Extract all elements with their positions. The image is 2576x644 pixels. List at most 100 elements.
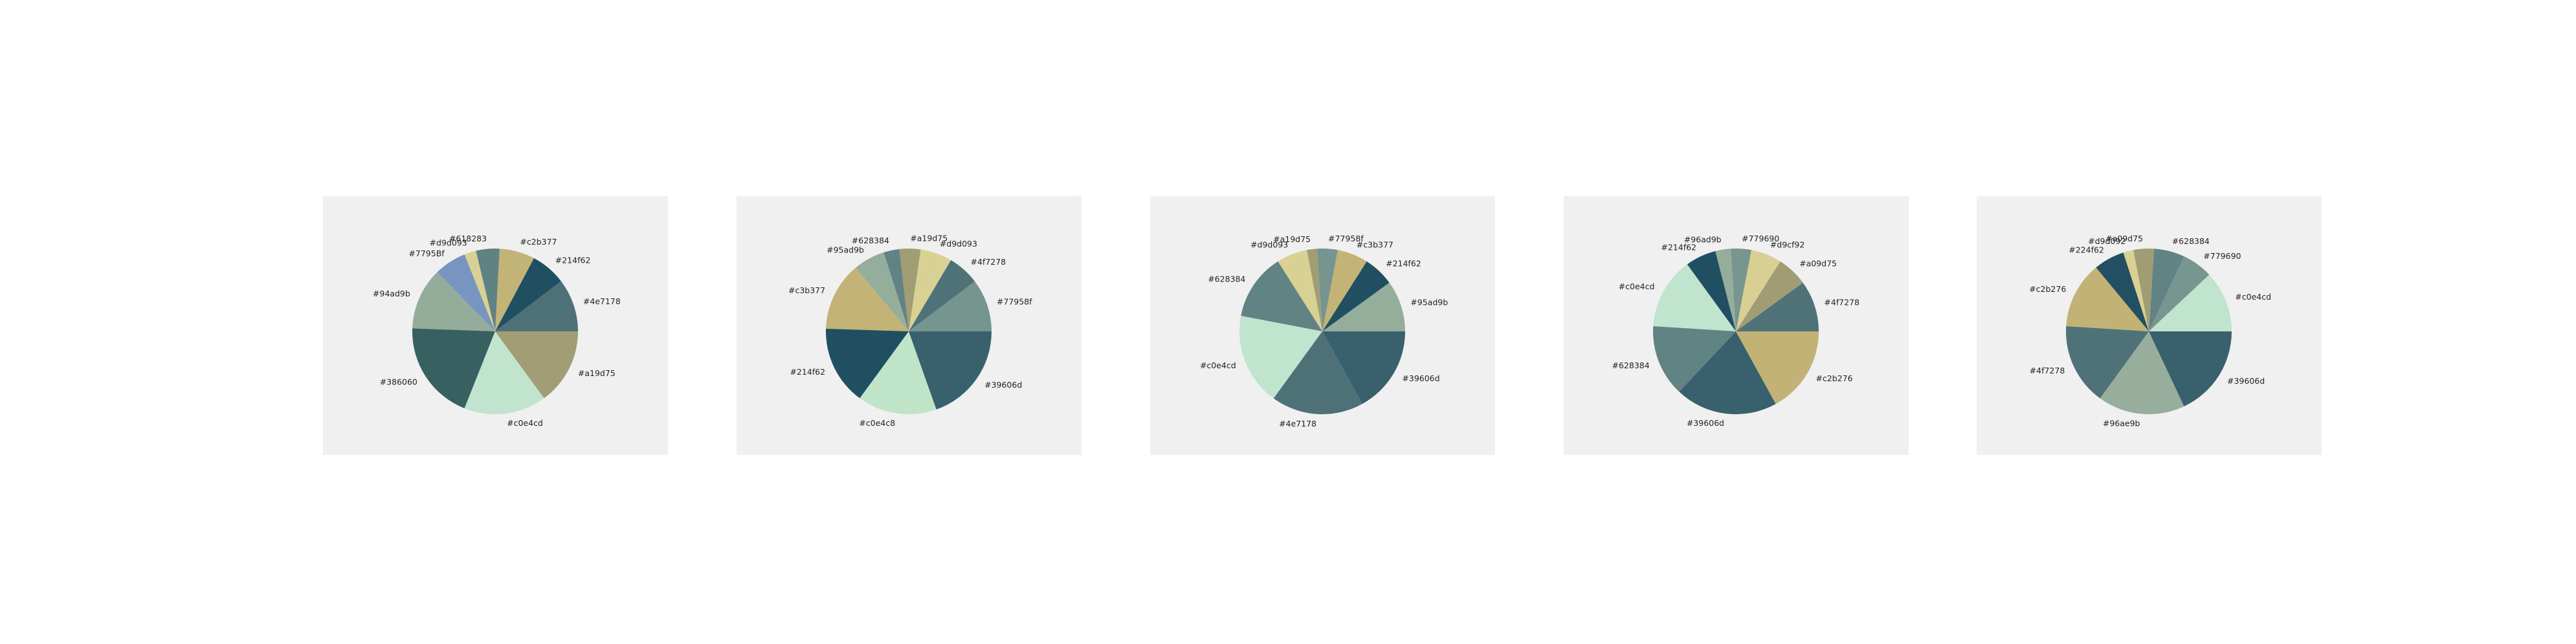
pie-chart-5: #c0e4cd #779690 #628384 #a09d75#d9d092#224f… (2029, 234, 2271, 428)
pie-chart-panel-5: #c0e4cd #779690 #628384 #a09d75 #d9d092 #224f… (1977, 196, 2322, 455)
pie-slice (826, 328, 909, 399)
pie-slice (1322, 261, 1390, 331)
pie-slice (2149, 331, 2232, 406)
pie-slice-label: #d9d093 (1250, 240, 1288, 250)
pie-slice-label: #77958f (1328, 234, 1364, 243)
pie-slice (412, 328, 495, 408)
pie-slice-label: #7795Bf (408, 249, 445, 258)
pie-slice-label: #779690 (2203, 251, 2241, 261)
pie-slice-label: #c0e4c8 (859, 418, 895, 428)
pie-chart-panel-2: #77958f #4f7278 #d9d093 #a19d75 #628384 #95ad… (737, 196, 1082, 455)
pie-slice-label: #4e7178 (1279, 419, 1316, 428)
pie-slice (1730, 248, 1751, 331)
pie-slice-label: #c3b377 (1357, 240, 1393, 250)
pie-slice (1307, 249, 1322, 331)
pie-slice-label: #39606d (1687, 418, 1724, 428)
pie-slice (1652, 326, 1736, 392)
pie-slice (1278, 250, 1322, 331)
pie-slice (1273, 331, 1362, 414)
pie-slice (1322, 331, 1405, 405)
pie-chart-panel-3: #95ad9b #214f62 #c3b377 #77958f #a19d75 #d9d0… (1150, 196, 1495, 455)
pie-slice (855, 252, 909, 331)
pie-slice-label: #d9d093 (430, 238, 467, 247)
pie-slice-label: #4e7178 (583, 296, 621, 306)
pie-slice (464, 331, 544, 415)
pie-slice-label: #628384 (852, 236, 889, 245)
pie-slice (437, 254, 495, 331)
pie-chart-panel-4: #4f7278 #a09d75 #d9cf92 #779690 #96ad9b #214f… (1564, 196, 1909, 455)
pie-slice-label: #214f62 (1661, 242, 1696, 252)
pie-slice (495, 249, 534, 331)
pie-slice (495, 258, 561, 331)
pie-slice (909, 331, 992, 410)
pie-slice-label: #39606d (2227, 376, 2265, 386)
pie-slice-label: #4f7278 (1824, 298, 1860, 307)
pie-slice-label: #c2b276 (1815, 373, 1852, 383)
pie-slice-label: #95ad9b (827, 245, 864, 254)
pie-slice-label: #39606d (984, 380, 1022, 390)
pie-slice-label: #c0e4cd (507, 418, 543, 428)
pie-slice (909, 249, 951, 331)
pie-slice (495, 281, 578, 331)
pie-slice (2149, 274, 2232, 331)
pie-slice (909, 260, 975, 331)
pie-slice (2100, 331, 2184, 415)
pie-slice-label: #628384 (1208, 274, 1245, 283)
pie-slice-label: #c2b276 (2029, 284, 2066, 294)
pie-slice (1687, 251, 1736, 331)
pie-slice (1322, 282, 1405, 331)
pie-slice (2065, 326, 2149, 399)
pie-slice-label: #95ad9b (1410, 298, 1448, 307)
pie-slice-label: #779690 (1742, 234, 1779, 243)
pie-slice-label: #a09d75 (1799, 259, 1837, 269)
pie-slice-label: #628384 (1612, 361, 1649, 370)
pie-slice (883, 249, 909, 331)
pie-slice-label: #a19d75 (1273, 234, 1311, 244)
pie-slice (2066, 267, 2149, 331)
pie-slice (1241, 261, 1322, 331)
pie-slice (1653, 264, 1736, 331)
pie-slice (1736, 331, 1819, 405)
pie-slice-label: #214f62 (790, 367, 825, 377)
pie-slice-label: #d9d093 (940, 239, 977, 249)
pie-slice-label: #c0e4cd (1619, 282, 1655, 291)
pie-slice (2149, 249, 2184, 331)
pie-slice-label: #4f7278 (971, 257, 1006, 267)
pie-slice-label: #94ad9b (373, 289, 410, 298)
pie-slice (2123, 250, 2149, 331)
pie-slice (860, 331, 937, 414)
pie-slice-label: #96ae9b (2103, 419, 2140, 428)
pie-slice (899, 249, 921, 331)
pie-slice-label: #628384 (2172, 236, 2210, 246)
pie-slice (909, 281, 992, 331)
pie-slice (1316, 248, 1338, 331)
pie-slice-label: #386060 (380, 377, 417, 386)
pie-slice (1715, 249, 1736, 331)
pie-slice (2149, 256, 2210, 331)
pie-slice (495, 331, 578, 399)
pie-slice (412, 272, 495, 331)
pie-slice-label: #96ad9b (1684, 234, 1722, 244)
pie-slice-label: #214f62 (1386, 259, 1421, 269)
pie-slice (1736, 250, 1781, 331)
pie-slice (1322, 250, 1367, 331)
pie-slice-label: #a09d75 (2105, 234, 2143, 243)
pie-slice-label: #c0e4cd (2235, 292, 2271, 302)
pie-slice-label: #618283 (449, 234, 487, 243)
pie-slice-label: #c3b377 (788, 285, 825, 295)
pie-chart-panel-1: #4e7178 #214f62 #c2b377 #618283 #d9d093 #7795… (323, 196, 668, 455)
pie-slice-label: #c2b377 (520, 237, 557, 247)
pie-slice (464, 250, 495, 331)
pie-slice-label: #214f62 (555, 256, 591, 265)
pie-chart-2: #77958f #4f7278 #d9d093#a19d75 #628384#95ad… (788, 234, 1032, 428)
pie-slice-label: #77958f (997, 296, 1032, 306)
pie-slice (826, 267, 909, 331)
pie-slice (2133, 248, 2155, 331)
pie-slice (1736, 261, 1803, 331)
pie-slice (1736, 282, 1819, 331)
pie-slice-label: #4f7278 (2030, 366, 2065, 375)
pie-chart-1: #4e7178 #214f62 #c2b377 #618283#d9d093 #7795… (373, 234, 621, 428)
pie-slice (1679, 331, 1776, 415)
pie-slice-label: #a19d75 (578, 368, 616, 378)
